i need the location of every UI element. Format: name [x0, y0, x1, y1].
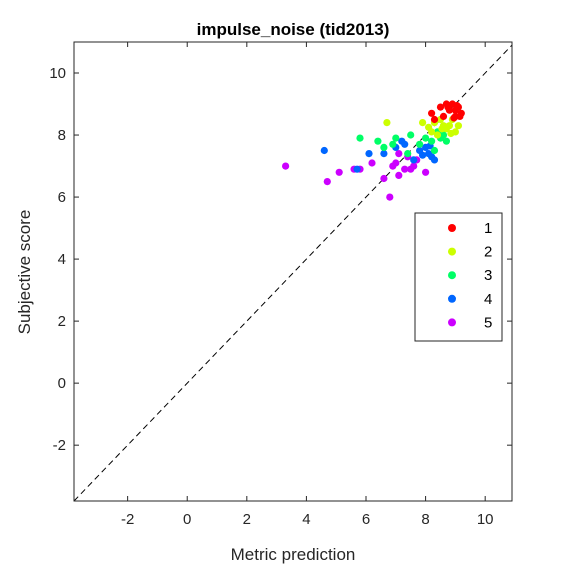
data-point — [439, 112, 448, 120]
data-point — [395, 150, 403, 158]
x-tick-label: 6 — [362, 511, 370, 528]
data-point — [404, 150, 412, 158]
data-point — [410, 156, 418, 164]
data-point — [374, 137, 382, 145]
data-point — [456, 112, 464, 120]
legend: 1 2 3 4 5 — [414, 212, 503, 342]
legend-label: 5 — [484, 314, 492, 331]
data-point — [392, 159, 400, 167]
data-point — [425, 123, 433, 131]
data-point — [380, 174, 388, 183]
series-4 — [320, 137, 439, 173]
data-point — [282, 162, 290, 170]
x-tick-label: 4 — [302, 511, 310, 528]
y-tick-label: 0 — [58, 375, 66, 392]
chart-title: impulse_noise (tid2013) — [197, 20, 390, 39]
y-tick-label: 2 — [58, 313, 66, 330]
data-point — [439, 131, 448, 139]
data-point — [438, 125, 446, 133]
legend-box — [414, 212, 503, 342]
x-tick-label: 0 — [183, 511, 191, 528]
legend-marker — [448, 318, 456, 327]
data-point — [428, 109, 436, 117]
data-point — [407, 131, 415, 139]
data-point — [353, 165, 361, 173]
data-point — [445, 122, 453, 130]
data-point — [389, 140, 397, 148]
data-point — [450, 114, 458, 122]
y-tick-label: 10 — [49, 65, 66, 82]
x-tick-label: 10 — [477, 511, 494, 528]
data-point — [410, 162, 418, 170]
legend-marker — [448, 247, 456, 256]
data-point — [454, 122, 462, 130]
x-tick-label: -2 — [121, 511, 134, 528]
y-tick-label: 6 — [58, 189, 66, 206]
x-tick-label: 2 — [243, 511, 251, 528]
data-point — [428, 137, 436, 145]
data-point — [380, 143, 388, 151]
series-1 — [428, 100, 465, 124]
data-point — [401, 165, 409, 173]
data-point — [398, 137, 406, 145]
data-point — [430, 146, 439, 155]
data-point — [422, 168, 430, 176]
data-point — [433, 131, 442, 139]
legend-marker — [448, 271, 456, 280]
data-point — [323, 178, 331, 186]
series-2 — [383, 115, 462, 139]
y-tick-label: 4 — [58, 251, 66, 268]
axes-box — [73, 41, 513, 502]
legend-label: 3 — [484, 267, 492, 284]
data-point — [430, 115, 439, 124]
x-tick-label: 8 — [421, 511, 429, 528]
data-point — [442, 137, 450, 145]
data-point — [320, 146, 328, 155]
data-point — [419, 119, 427, 127]
data-point — [430, 156, 439, 164]
plot-area — [74, 44, 512, 501]
legend-label: 1 — [484, 220, 492, 237]
data-point — [436, 103, 445, 111]
data-point — [380, 150, 388, 158]
identity-reference-line — [74, 44, 512, 501]
x-axis-label: Metric prediction — [231, 545, 356, 564]
y-tick-label: 8 — [58, 127, 66, 144]
y-tick-label: -2 — [53, 437, 66, 454]
legend-marker — [448, 224, 456, 232]
data-point — [395, 171, 403, 179]
data-point — [444, 103, 452, 111]
data-point — [365, 150, 373, 158]
y-axis-label: Subjective score — [15, 210, 34, 335]
series-5 — [282, 150, 430, 201]
legend-label: 4 — [484, 291, 492, 308]
data-point — [383, 119, 391, 127]
data-point — [447, 129, 455, 138]
data-point — [368, 159, 376, 167]
data-point — [453, 102, 461, 110]
legend-label: 2 — [484, 244, 492, 261]
axis-ticks: -2 0 2 4 6 8 10 -2 0 2 4 6 8 10 — [49, 42, 512, 528]
data-point — [419, 151, 427, 159]
legend-marker — [448, 294, 456, 303]
data-point — [392, 134, 400, 142]
data-point — [386, 193, 394, 201]
data-point — [335, 168, 343, 176]
data-point — [422, 134, 430, 142]
data-point — [356, 134, 364, 142]
data-point — [416, 140, 424, 148]
